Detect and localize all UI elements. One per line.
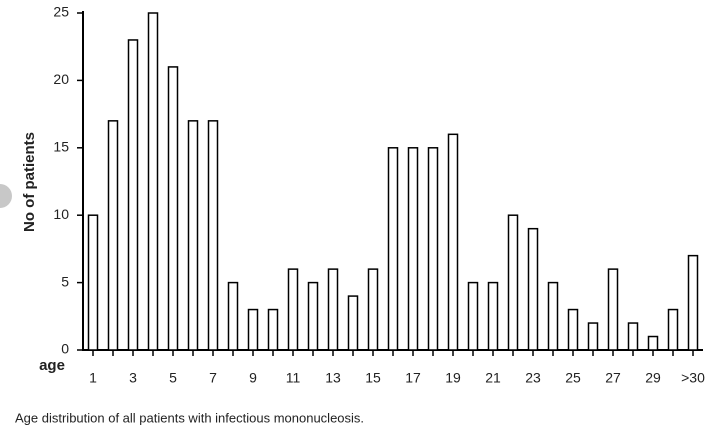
bar bbox=[387, 147, 399, 351]
caption: Age distribution of all patients with in… bbox=[15, 410, 364, 425]
x-tick-label: 1 bbox=[89, 370, 97, 386]
bar bbox=[127, 39, 139, 351]
bar bbox=[227, 281, 239, 351]
side-handle bbox=[0, 184, 12, 208]
bar bbox=[327, 268, 339, 351]
bar bbox=[347, 295, 359, 351]
y-tick-label: 20 bbox=[53, 71, 69, 87]
bar bbox=[447, 133, 459, 351]
x-axis-label: age bbox=[39, 357, 65, 374]
bar bbox=[527, 227, 539, 351]
bar bbox=[187, 120, 199, 351]
x-tick-label: 11 bbox=[286, 370, 301, 386]
y-tick-label: 25 bbox=[53, 4, 69, 20]
x-tick-label: 13 bbox=[325, 370, 341, 386]
x-tick-label: 23 bbox=[525, 370, 541, 386]
bar bbox=[587, 322, 599, 351]
x-tick-label: 21 bbox=[485, 370, 501, 386]
bar bbox=[507, 214, 519, 351]
bar bbox=[87, 214, 99, 351]
bar bbox=[247, 308, 259, 351]
bar bbox=[207, 120, 219, 351]
x-tick-label: 3 bbox=[129, 370, 137, 386]
bar bbox=[667, 308, 679, 351]
y-tick-label: 10 bbox=[53, 206, 69, 222]
bar bbox=[167, 66, 179, 351]
bar bbox=[147, 12, 159, 351]
bar bbox=[467, 281, 479, 351]
y-tick-label: 0 bbox=[61, 341, 69, 357]
x-tick-label: 27 bbox=[605, 370, 621, 386]
x-tick-label: 7 bbox=[209, 370, 217, 386]
x-tick-label: 15 bbox=[365, 370, 381, 386]
bar bbox=[287, 268, 299, 351]
bar bbox=[307, 281, 319, 351]
bar bbox=[427, 147, 439, 351]
bar bbox=[627, 322, 639, 351]
y-tick-label: 5 bbox=[61, 273, 69, 289]
x-tick-label: 29 bbox=[645, 370, 661, 386]
x-tick-label: 5 bbox=[169, 370, 177, 386]
x-tick-label: 25 bbox=[565, 370, 581, 386]
bar bbox=[687, 254, 699, 351]
x-tick-label: 9 bbox=[249, 370, 257, 386]
x-tick-label: 19 bbox=[445, 370, 461, 386]
bar bbox=[367, 268, 379, 351]
bar bbox=[487, 281, 499, 351]
y-tick-label: 15 bbox=[53, 139, 69, 155]
bar bbox=[407, 147, 419, 351]
bar bbox=[267, 308, 279, 351]
x-tick-label: 17 bbox=[405, 370, 421, 386]
bar bbox=[547, 281, 559, 351]
y-axis-label: No of patients bbox=[21, 132, 38, 232]
bar bbox=[647, 335, 659, 351]
bar bbox=[107, 120, 119, 351]
x-tick-label: >30 bbox=[681, 370, 705, 386]
bar bbox=[567, 308, 579, 351]
bar bbox=[607, 268, 619, 351]
